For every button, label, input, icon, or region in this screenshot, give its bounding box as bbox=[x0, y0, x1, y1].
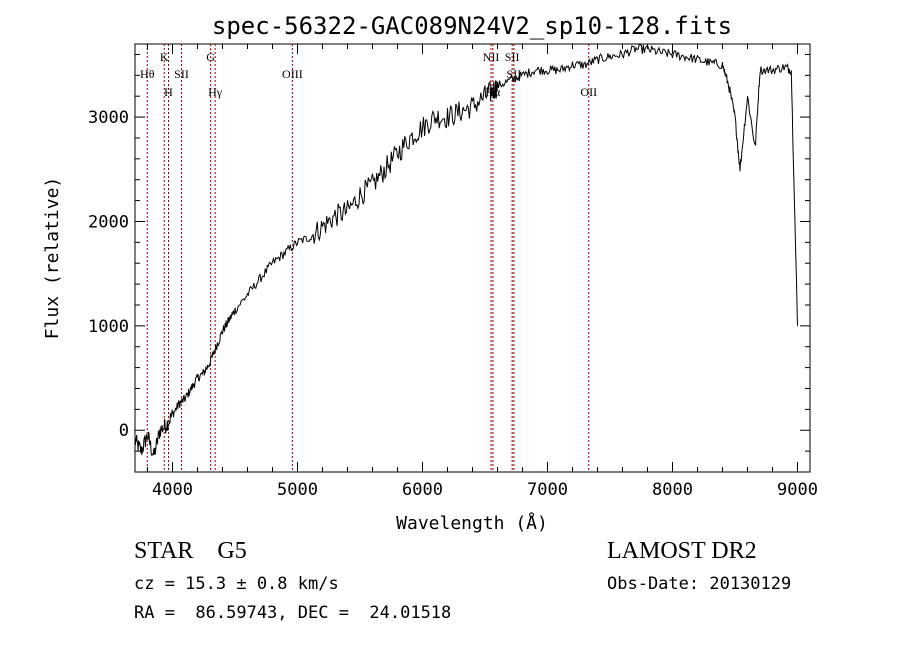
x-tick-label: 6000 bbox=[402, 480, 443, 500]
ra-dec-coordinates: RA = 86.59743, DEC = 24.01518 bbox=[134, 603, 452, 623]
x-tick-label: 5000 bbox=[277, 480, 318, 500]
y-tick-label: 1000 bbox=[88, 317, 129, 337]
x-tick-label: 8000 bbox=[652, 480, 693, 500]
observation-date: Obs-Date: 20130129 bbox=[607, 574, 792, 594]
spectrum-series bbox=[134, 44, 798, 457]
spectral-line-label: OII bbox=[580, 85, 597, 99]
spectral-class: STAR G5 bbox=[134, 538, 247, 564]
x-tick-label: 9000 bbox=[777, 480, 818, 500]
x-tick-label: 7000 bbox=[527, 480, 568, 500]
spectral-line-label: SII bbox=[174, 67, 189, 81]
plot-frame bbox=[134, 43, 811, 473]
y-tick-label: 2000 bbox=[88, 212, 129, 232]
spectral-line-label: Hθ bbox=[140, 67, 155, 81]
axis-ticks: 4000 5000 6000 7000 8000 9000 0 1000 2000 3000 bbox=[88, 44, 818, 500]
y-axis-label: Flux (relative) bbox=[42, 177, 63, 340]
redshift-cz: cz = 15.3 ± 0.8 km/s bbox=[134, 574, 339, 594]
chart-title: spec-56322-GAC089N24V2_sp10-128.fits bbox=[212, 12, 732, 40]
spectral-line-label: SII bbox=[505, 50, 520, 64]
x-tick-label: 4000 bbox=[152, 480, 193, 500]
survey-name: LAMOST DR2 bbox=[607, 538, 757, 564]
spectral-line-label: NII bbox=[483, 50, 500, 64]
spectral-line-label: Hγ bbox=[208, 85, 223, 99]
x-axis-label: Wavelength (Å) bbox=[396, 512, 548, 534]
spectral-line-label: OIII bbox=[282, 67, 303, 81]
spectral-line-label: G bbox=[206, 50, 215, 64]
spectrum-line bbox=[134, 44, 798, 457]
y-tick-label: 3000 bbox=[88, 108, 129, 128]
spectral-line-label: K bbox=[160, 50, 169, 64]
spectral-line-label: H bbox=[164, 85, 173, 99]
y-tick-label: 0 bbox=[119, 421, 129, 441]
